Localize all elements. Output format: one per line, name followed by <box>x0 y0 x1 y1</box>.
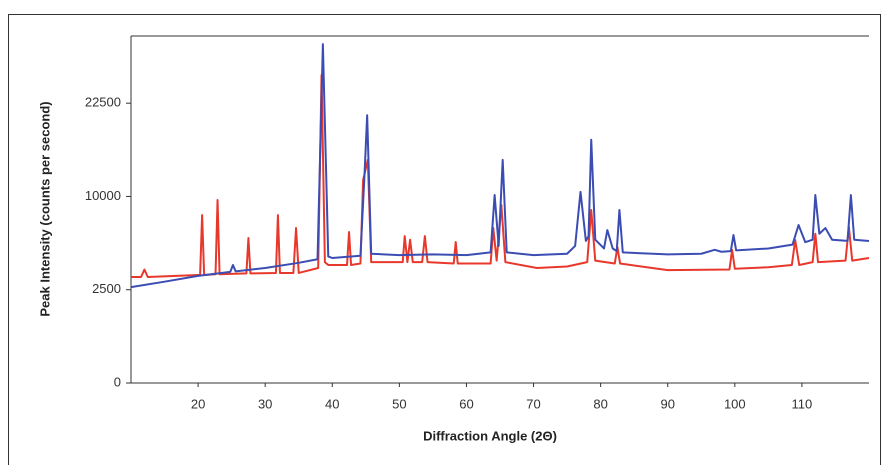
x-tick-label: 20 <box>191 396 205 411</box>
x-tick-label: 70 <box>526 396 540 411</box>
x-tick-label: 110 <box>792 396 813 411</box>
y-axis-title: Peak Intensity (counts per second) <box>37 101 52 316</box>
y-tick-label: 10000 <box>85 188 121 203</box>
y-tick-label: 0 <box>114 374 121 389</box>
line-series <box>130 43 870 289</box>
line-series <box>131 74 870 278</box>
x-tick-label: 100 <box>724 396 746 411</box>
x-tick-label: 60 <box>459 396 473 411</box>
y-tick-label: 22500 <box>85 95 121 110</box>
frame <box>8 14 881 465</box>
x-axis-title: Diffraction Angle (2Θ) <box>423 428 557 443</box>
x-tick-label: 40 <box>325 396 339 411</box>
x-tick-label: 50 <box>392 396 406 411</box>
x-tick-label: 90 <box>660 396 674 411</box>
x-tick-label: 80 <box>593 396 607 411</box>
x-tick-label: 30 <box>258 396 272 411</box>
y-tick-label: 2500 <box>92 281 121 296</box>
